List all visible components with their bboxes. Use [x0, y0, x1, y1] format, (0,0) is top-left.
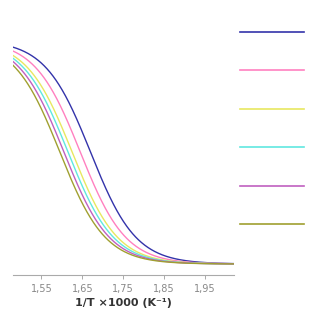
X-axis label: 1/T ×1000 (K⁻¹): 1/T ×1000 (K⁻¹)	[75, 298, 172, 308]
